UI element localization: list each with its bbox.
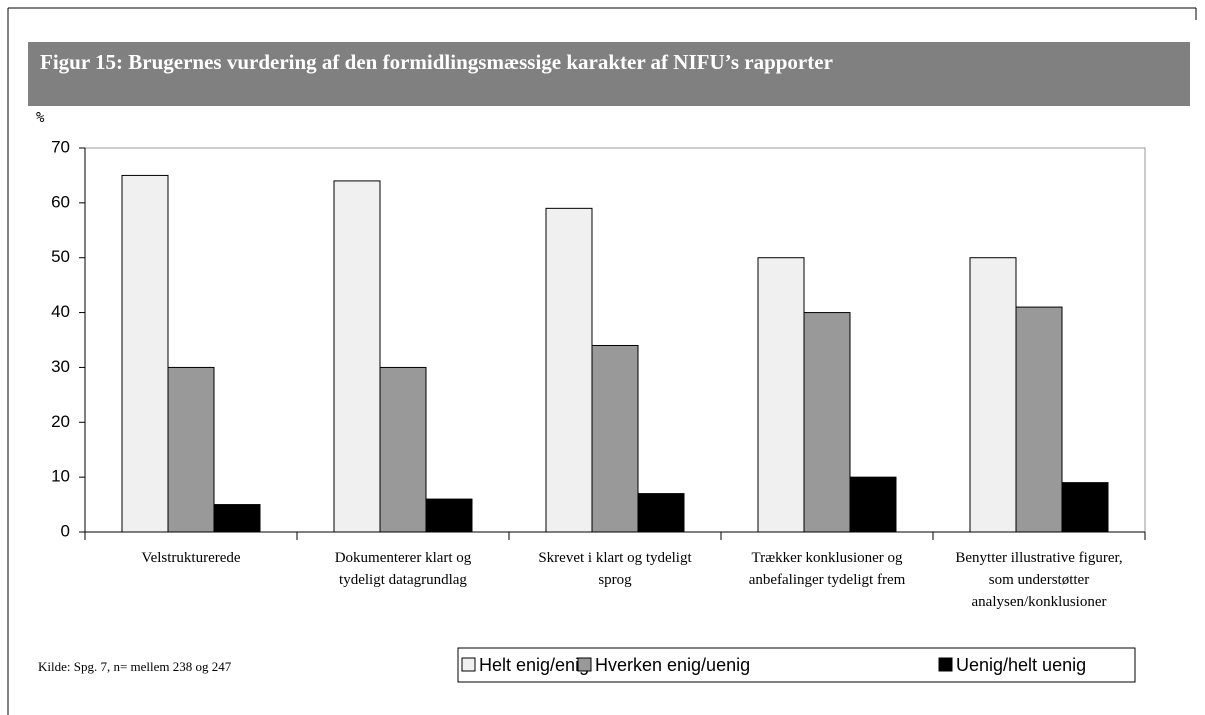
legend-swatch (461, 657, 476, 672)
bar (757, 257, 805, 533)
legend-label: Hverken enig/uenig (595, 655, 750, 675)
x-tick-label: Dokumenterer klart og tydeligt datagrund… (334, 550, 472, 588)
bar (803, 312, 851, 533)
y-tick-label: 70 (51, 137, 70, 156)
y-tick-label: 0 (61, 521, 70, 540)
y-tick-label: 30 (51, 357, 70, 376)
bar (969, 257, 1017, 533)
bar (849, 476, 897, 533)
x-tick-label: Benytter illustrative figurer, som under… (955, 550, 1123, 610)
bar (1015, 306, 1063, 533)
y-tick-label: 60 (51, 192, 70, 211)
bar (167, 366, 215, 533)
source: Kilde: Spg. 7, n= mellem 238 og 247 (38, 659, 232, 674)
x-tick-label: Skrevet i klart og tydeligt sprog (538, 550, 692, 588)
chart-title: Figur 15: Brugernes vurdering af den for… (40, 50, 833, 74)
bar (213, 504, 261, 533)
legend-label: Helt enig/enig (479, 655, 589, 675)
y-tick-label: 10 (51, 467, 70, 486)
legend-swatch (577, 657, 592, 672)
y-tick-label: 20 (51, 412, 70, 431)
legend-swatch (938, 657, 953, 672)
y-tick-label: 50 (51, 247, 70, 266)
bar (379, 366, 427, 533)
legend-label: Uenig/helt uenig (956, 655, 1086, 675)
bar (425, 498, 473, 533)
bar (1061, 482, 1109, 533)
y-tick-label: 40 (51, 302, 70, 321)
bar (591, 344, 639, 533)
title-banner (28, 42, 1190, 106)
x-tick-label: Velstrukturerede (141, 550, 241, 566)
y-axis-label: % (36, 110, 45, 126)
bar (333, 180, 381, 533)
legend (457, 647, 1136, 683)
bar (121, 174, 169, 533)
bar (545, 207, 593, 533)
x-tick-label: Trækker konklusioner og anbefalinger tyd… (748, 550, 906, 588)
bar (637, 493, 685, 533)
